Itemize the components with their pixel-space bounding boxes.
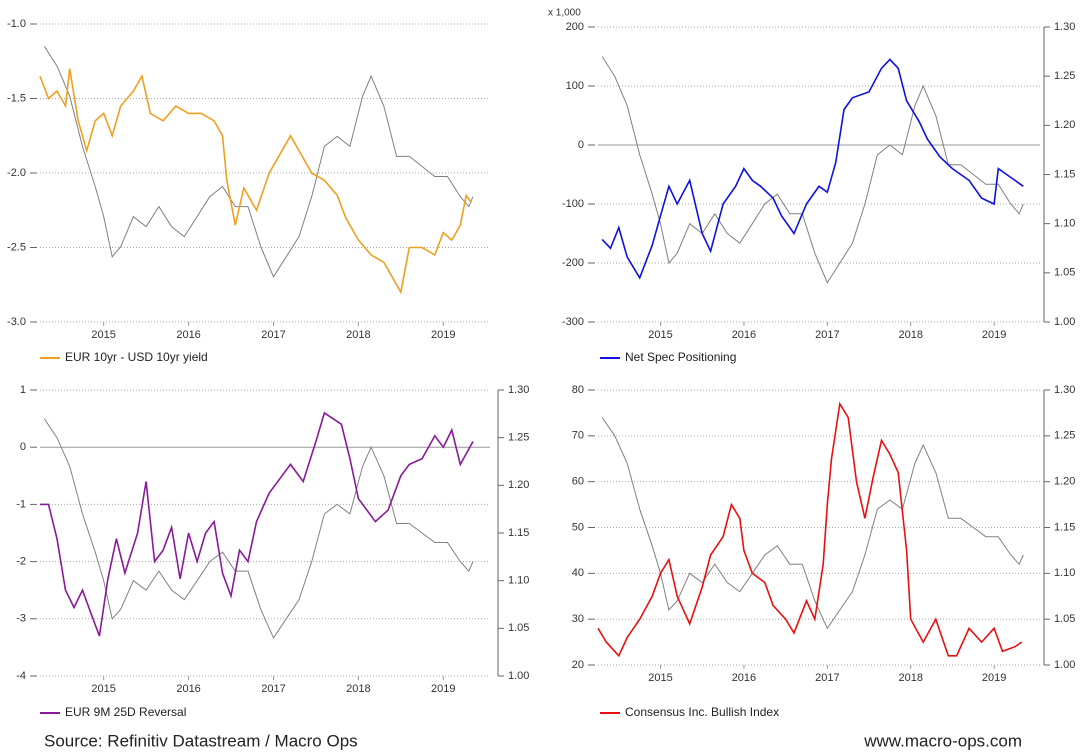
legend-label: EUR 9M 25D Reversal xyxy=(65,705,186,719)
y-axis-note: x 1,000 xyxy=(548,8,581,19)
series-line xyxy=(597,401,1023,658)
x-tick-label: 2019 xyxy=(982,672,1006,684)
y2-tick-label: 1.10 xyxy=(1054,567,1075,579)
y2-tick-label: 1.25 xyxy=(1054,70,1075,82)
y-tick-label: -1.0 xyxy=(7,18,26,30)
series-line xyxy=(39,68,472,295)
website: www.macro-ops.com xyxy=(863,731,1022,750)
y-tick-label: -300 xyxy=(562,316,584,328)
y-tick-label: 70 xyxy=(572,430,584,442)
y2-tick-label: 1.00 xyxy=(1054,659,1075,671)
y2-tick-label: 1.05 xyxy=(508,622,529,634)
y2-tick-label: 1.10 xyxy=(1054,218,1075,230)
x-tick-label: 2015 xyxy=(91,683,115,695)
y-tick-label: 80 xyxy=(572,384,584,396)
series-line xyxy=(601,56,1024,284)
x-tick-label: 2015 xyxy=(648,672,672,684)
y-tick-label: -3 xyxy=(16,613,26,625)
x-tick-label: 2018 xyxy=(346,329,370,341)
x-tick-label: 2019 xyxy=(431,329,455,341)
x-tick-label: 2015 xyxy=(648,329,672,341)
y-tick-label: 40 xyxy=(572,567,584,579)
y2-tick-label: 1.00 xyxy=(508,670,529,682)
y-tick-label: 20 xyxy=(572,659,584,671)
y-tick-label: -2.0 xyxy=(7,167,26,179)
series-line xyxy=(601,58,1024,280)
y2-tick-label: 1.30 xyxy=(508,384,529,396)
y-tick-label: 60 xyxy=(572,476,584,488)
x-tick-label: 2017 xyxy=(815,672,839,684)
series-line xyxy=(43,45,474,278)
y-tick-label: -200 xyxy=(562,257,584,269)
source-note: Source: Refinitiv Datastream / Macro Ops xyxy=(44,731,358,750)
x-tick-label: 2017 xyxy=(261,683,285,695)
legend-label: EUR 10yr - USD 10yr yield xyxy=(65,350,208,364)
y2-tick-label: 1.20 xyxy=(508,479,529,491)
x-tick-label: 2017 xyxy=(261,329,285,341)
x-tick-label: 2019 xyxy=(431,683,455,695)
y2-tick-label: 1.20 xyxy=(1054,119,1075,131)
x-tick-label: 2017 xyxy=(815,329,839,341)
x-tick-label: 2019 xyxy=(982,329,1006,341)
y-tick-label: -2.5 xyxy=(7,241,26,253)
y-tick-label: 100 xyxy=(566,80,584,92)
y-tick-label: -4 xyxy=(16,670,26,682)
y-tick-label: -1 xyxy=(16,498,26,510)
x-tick-label: 2016 xyxy=(732,672,756,684)
y2-tick-label: 1.05 xyxy=(1054,267,1075,279)
y2-tick-label: 1.05 xyxy=(1054,613,1075,625)
y-tick-label: 1 xyxy=(20,384,26,396)
y2-tick-label: 1.25 xyxy=(1054,430,1075,442)
y2-tick-label: 1.20 xyxy=(1054,476,1075,488)
y-tick-label: 0 xyxy=(578,139,584,151)
x-tick-label: 2016 xyxy=(732,329,756,341)
x-tick-label: 2018 xyxy=(898,672,922,684)
series-line xyxy=(43,418,474,639)
legend-label: Consensus Inc. Bullish Index xyxy=(625,705,779,719)
y-tick-label: -100 xyxy=(562,198,584,210)
x-tick-label: 2018 xyxy=(346,683,370,695)
x-tick-label: 2018 xyxy=(898,329,922,341)
x-tick-label: 2015 xyxy=(91,329,115,341)
y-tick-label: 0 xyxy=(20,441,26,453)
y2-tick-label: 1.25 xyxy=(508,432,529,444)
y2-tick-label: 1.30 xyxy=(1054,21,1075,33)
y-tick-label: 200 xyxy=(566,21,584,33)
y-tick-label: -2 xyxy=(16,556,26,568)
y-tick-label: 30 xyxy=(572,613,584,625)
y2-tick-label: 1.30 xyxy=(1054,384,1075,396)
y2-tick-label: 1.15 xyxy=(508,527,529,539)
x-tick-label: 2016 xyxy=(176,329,200,341)
y-tick-label: -1.5 xyxy=(7,92,26,104)
x-tick-label: 2016 xyxy=(176,683,200,695)
y2-tick-label: 1.15 xyxy=(1054,168,1075,180)
legend-label: Net Spec Positioning xyxy=(625,350,736,364)
y-tick-label: -3.0 xyxy=(7,316,26,328)
y2-tick-label: 1.15 xyxy=(1054,521,1075,533)
series-line xyxy=(601,417,1024,630)
series-line xyxy=(40,411,474,637)
y2-tick-label: 1.10 xyxy=(508,575,529,587)
y2-tick-label: 1.00 xyxy=(1054,316,1075,328)
y-tick-label: 50 xyxy=(572,521,584,533)
